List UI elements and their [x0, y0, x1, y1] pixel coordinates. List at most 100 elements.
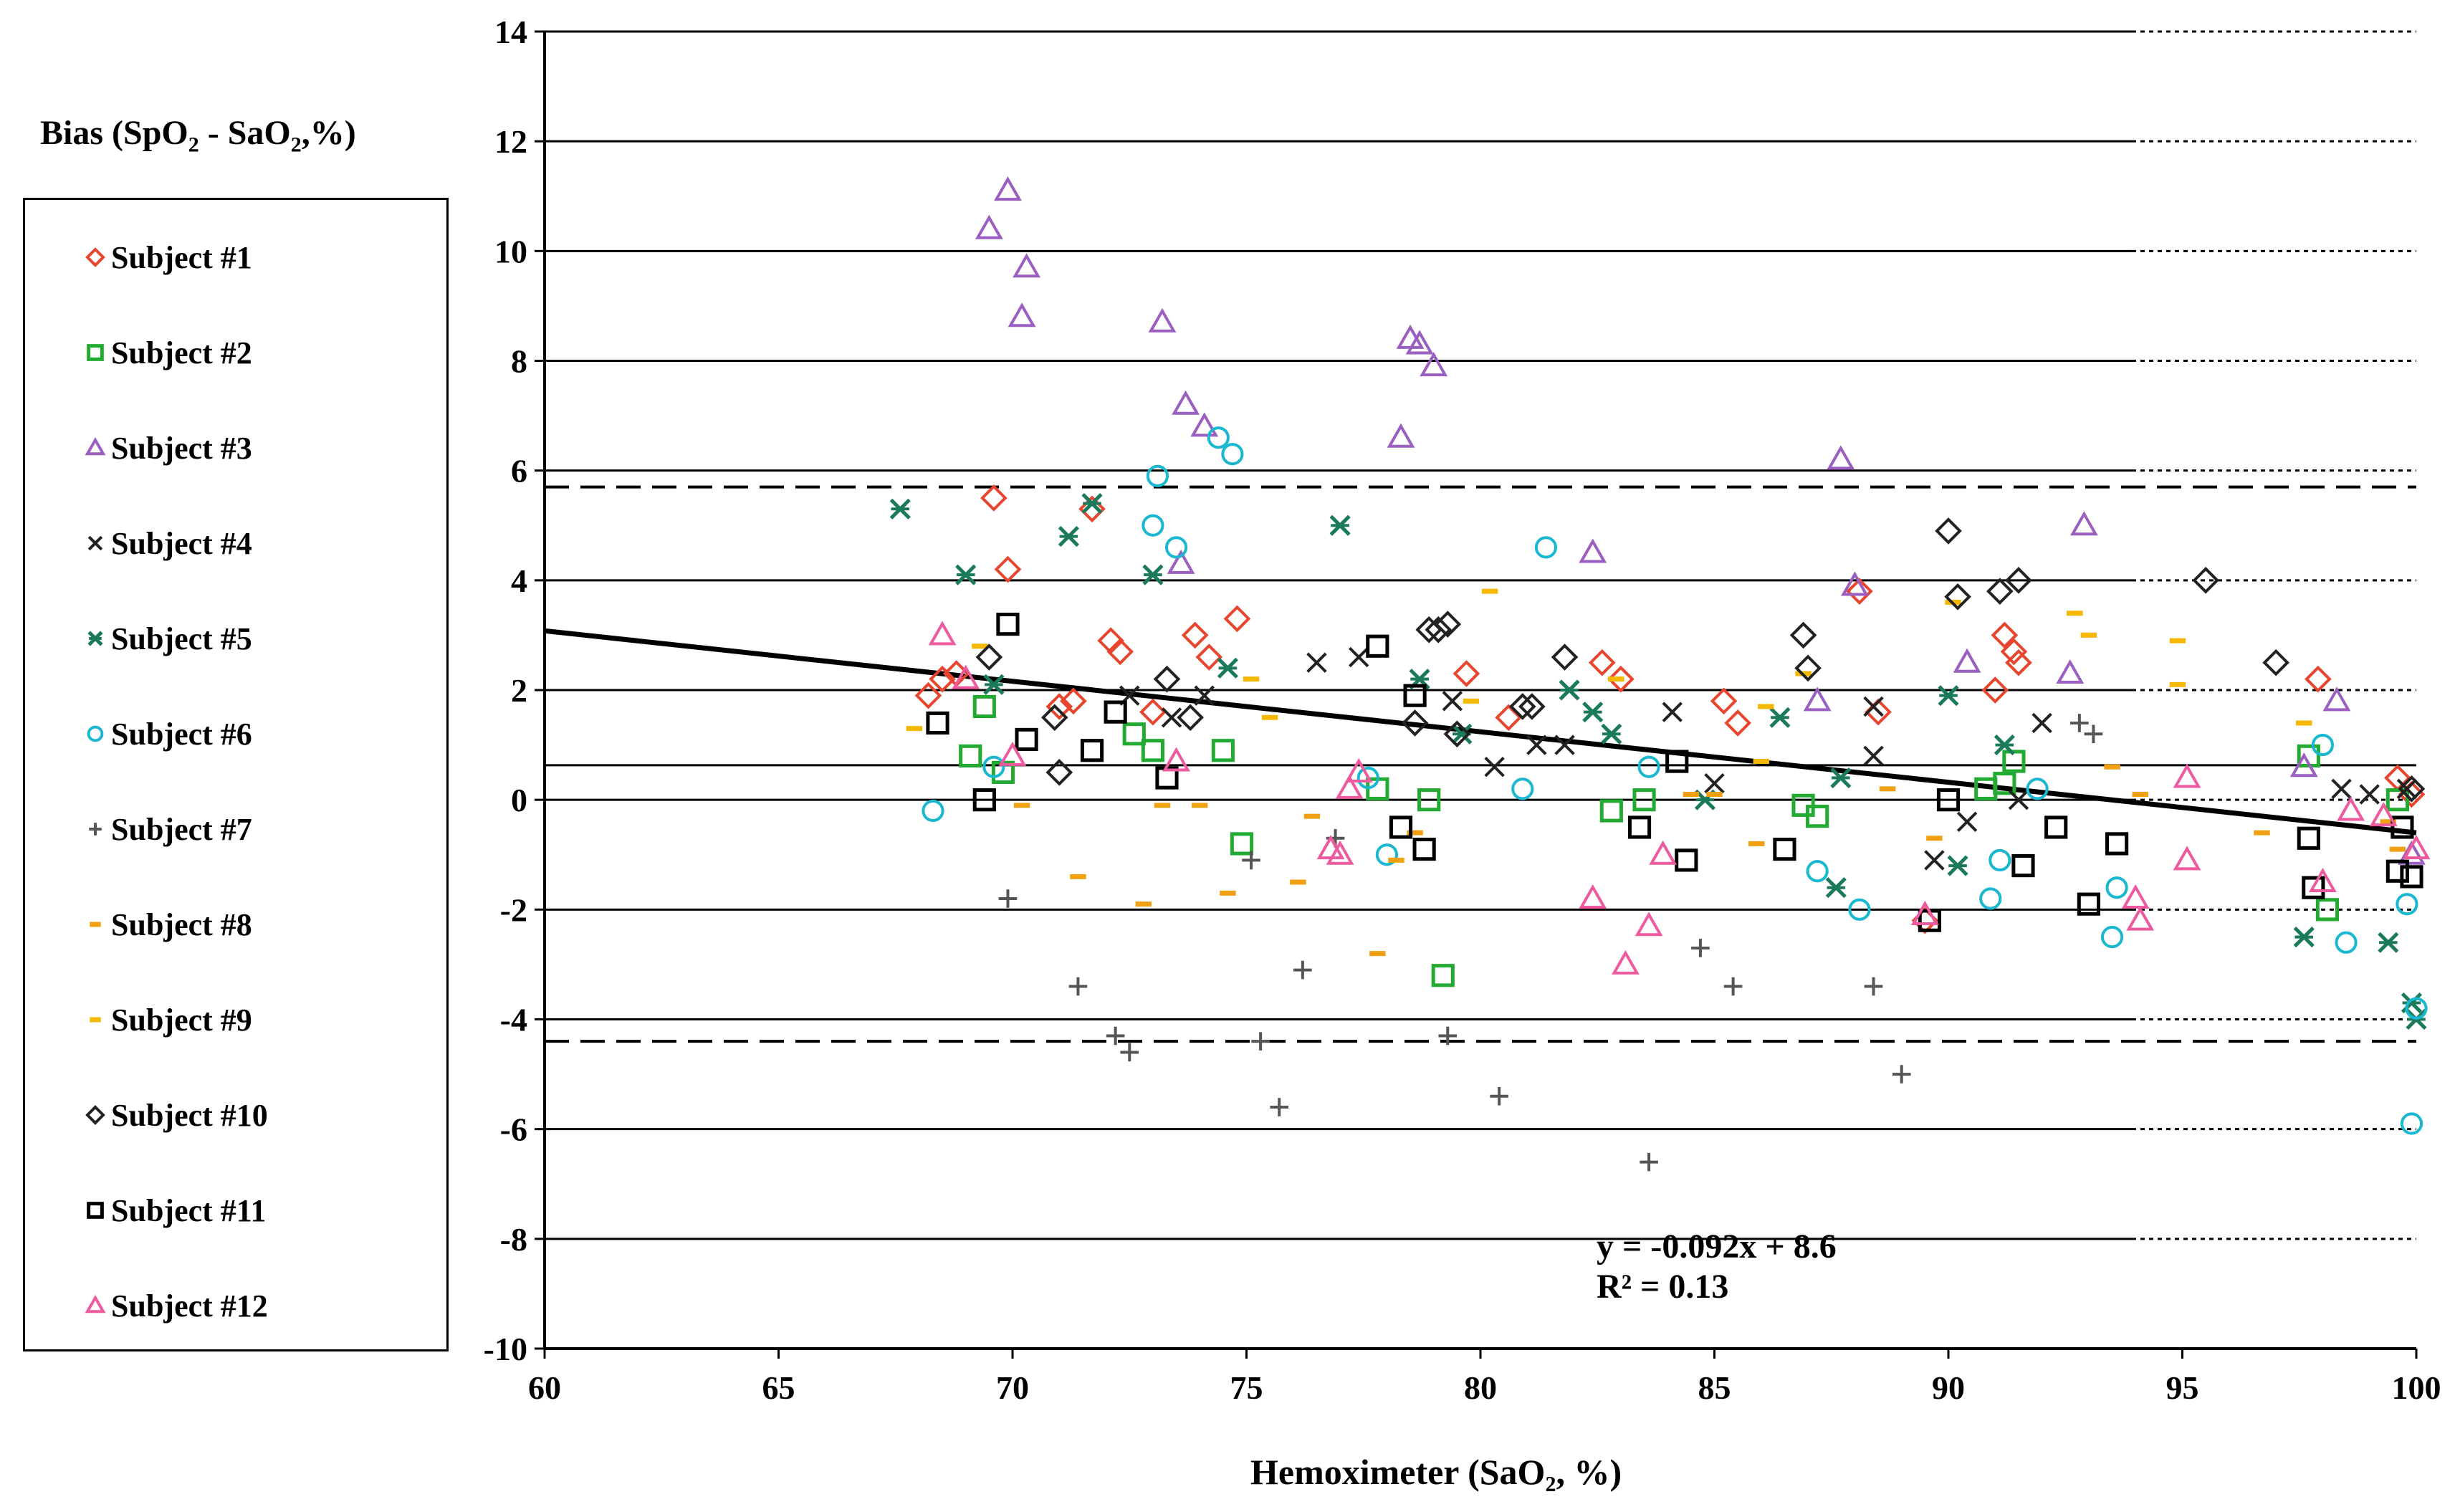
data-point: [1401, 709, 1429, 737]
y-tick-label: 14: [494, 14, 527, 50]
data-point: [1443, 720, 1471, 748]
triangle-marker: [2308, 868, 2337, 893]
data-point: [1442, 691, 1463, 712]
legend-marker: [87, 535, 103, 551]
circle-marker: [1142, 514, 1164, 537]
data-point: [1153, 665, 1181, 693]
data-point: [2105, 876, 2128, 899]
diamond-marker: [1508, 693, 1536, 720]
data-point: [1675, 848, 1698, 872]
diamond-marker: [85, 247, 105, 267]
data-point: [1484, 757, 1505, 777]
data-point: [1551, 643, 1579, 671]
legend-label: Subject #9: [111, 1002, 252, 1038]
data-point: [2322, 686, 2351, 712]
data-point: [1864, 977, 1883, 996]
data-point: [1148, 307, 1177, 332]
data-point: [1534, 536, 1558, 559]
x-tick-label: 100: [2392, 1369, 2441, 1406]
diamond-marker: [2305, 665, 2332, 693]
data-point: [1846, 578, 1873, 605]
data-point: [1803, 686, 1832, 712]
x-stroke: [2331, 778, 2352, 800]
x-stroke: [1161, 707, 1182, 728]
data-point: [2311, 733, 2334, 757]
triangle-marker: [2069, 511, 2098, 536]
series-3: [975, 176, 2426, 865]
square-marker: [1389, 815, 1413, 839]
triangle-marker: [1162, 747, 1190, 772]
data-point: [1635, 911, 1663, 937]
circle-marker: [2105, 876, 2128, 899]
legend-marker-shape: [87, 535, 103, 551]
square-marker: [1632, 788, 1656, 812]
data-point: [2391, 815, 2414, 839]
diamond-marker: [1935, 517, 1962, 545]
data-point: [1412, 837, 1436, 861]
data-point: [2297, 826, 2320, 850]
data-point: [1139, 698, 1167, 726]
y-tick-label: 12: [494, 123, 527, 160]
data-point: [2385, 788, 2409, 812]
diamond-marker: [1607, 665, 1635, 693]
diamond-marker: [2192, 567, 2219, 594]
diamond-marker: [1401, 709, 1429, 737]
data-point: [2400, 865, 2423, 889]
x-stroke: [1526, 735, 1547, 755]
series-7: [998, 714, 2103, 1172]
data-point: [1356, 766, 1379, 790]
data-point: [1691, 939, 1710, 957]
data-point: [1789, 621, 1817, 649]
diamond-marker: [1195, 643, 1223, 671]
legend-item: Subject #7: [82, 808, 252, 851]
data-point: [922, 799, 944, 823]
x-stroke: [2008, 789, 2029, 810]
data-point: [2002, 750, 2026, 773]
square-marker: [996, 613, 1020, 636]
square-marker: [926, 711, 949, 735]
data-point: [1986, 578, 2014, 605]
data-point: [1405, 330, 1434, 355]
data-point: [1991, 621, 2019, 649]
legend-marker: [85, 436, 106, 456]
circle-marker: [1356, 766, 1379, 790]
triangle-marker: [998, 741, 1027, 766]
triangle-marker: [952, 664, 980, 689]
data-point: [1425, 616, 1453, 643]
data-point: [2126, 906, 2155, 931]
data-point: [926, 711, 949, 735]
square-marker: [2391, 815, 2414, 839]
data-point: [1366, 634, 1389, 658]
series-2: [959, 694, 2409, 987]
data-point: [1910, 900, 1939, 925]
diamond-marker: [1710, 687, 1738, 715]
data-point: [1389, 815, 1413, 839]
data-point: [1840, 571, 1869, 596]
data-point: [983, 674, 1005, 695]
triangle-marker: [1344, 757, 1373, 783]
triangle-marker: [85, 1294, 106, 1314]
series-8: [1013, 764, 2406, 957]
data-point: [2105, 832, 2129, 856]
circle-marker: [1375, 843, 1399, 866]
y-tick-label: 0: [511, 782, 527, 818]
data-point: [1649, 840, 1678, 865]
x-tick-label: 80: [1464, 1369, 1497, 1406]
data-point: [889, 498, 911, 520]
data-point: [2084, 724, 2103, 744]
triangle-marker: [928, 621, 957, 646]
data-point: [1848, 898, 1871, 921]
x-stroke: [1484, 757, 1505, 777]
legend-marker: [87, 725, 104, 742]
x-stroke: [1924, 850, 1945, 871]
triangle-marker: [1172, 390, 1200, 415]
x-tick-label: 95: [2166, 1369, 2199, 1406]
data-point: [1013, 253, 1041, 278]
diamond-marker: [1153, 665, 1181, 693]
diamond-marker: [2262, 649, 2289, 676]
x-tick-label: 70: [996, 1369, 1029, 1406]
diamond-marker: [2000, 638, 2028, 666]
data-point: [914, 681, 942, 709]
circle-marker: [1146, 464, 1169, 487]
x-tick-label: 90: [1932, 1369, 1965, 1406]
